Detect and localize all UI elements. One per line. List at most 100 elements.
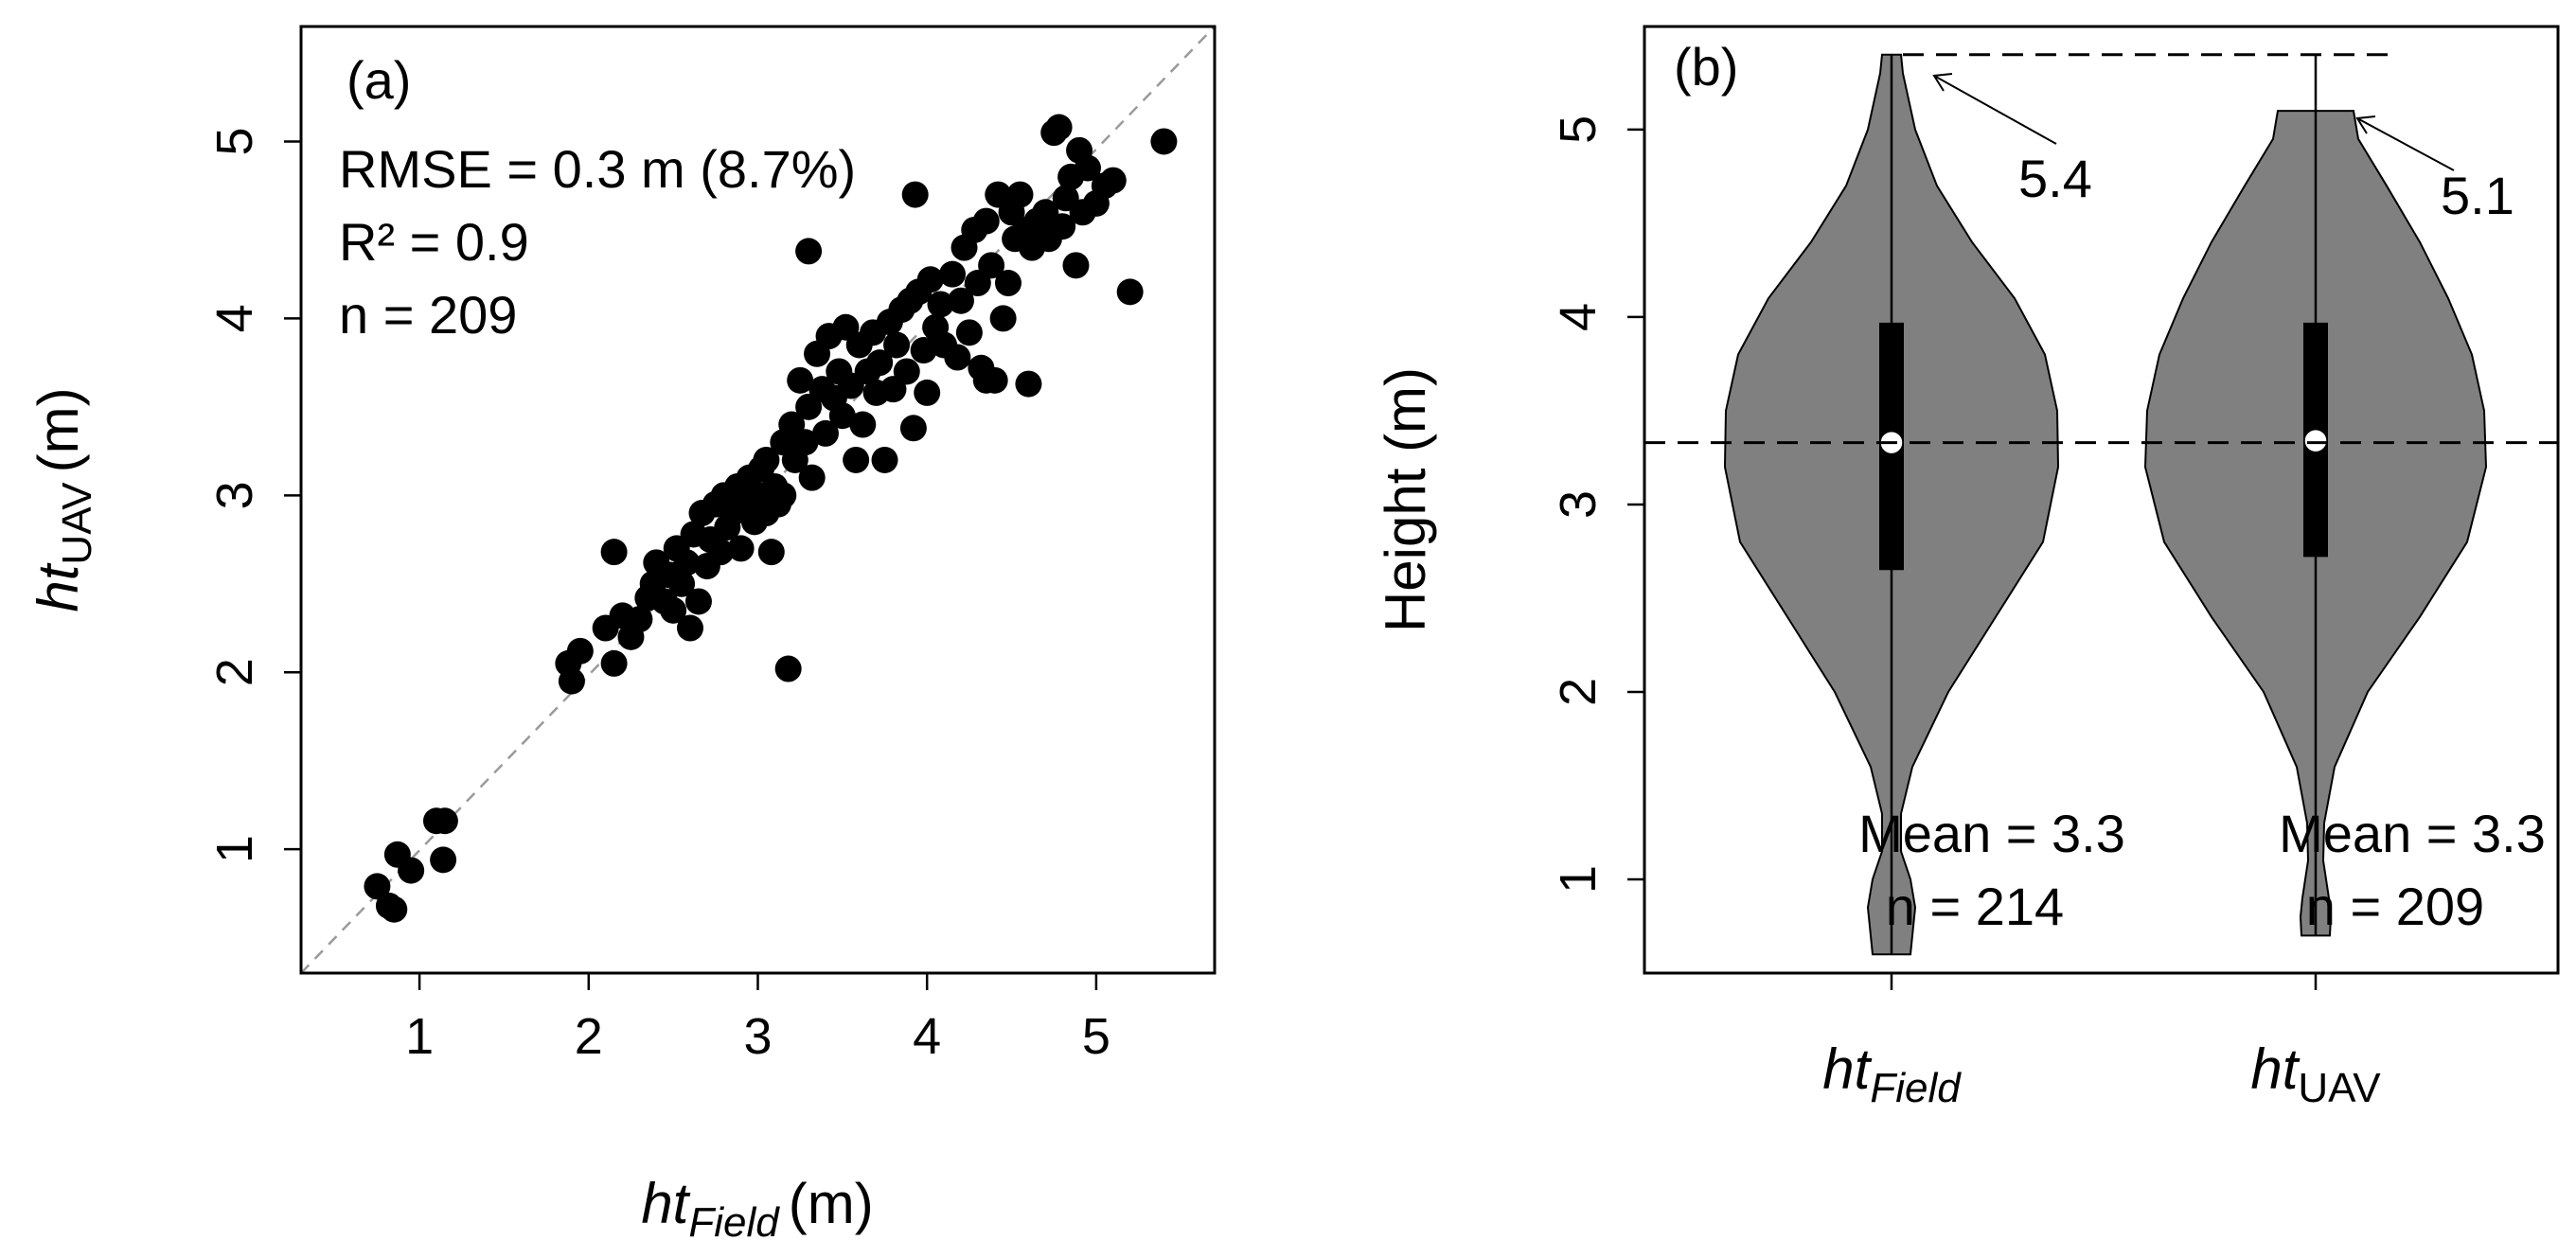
arrowhead-max-uav	[2355, 115, 2376, 134]
y-label-main: ht	[27, 562, 90, 611]
y-ticks-b: 1 2 3 4 5	[1550, 115, 1644, 894]
cat-field-sub: Field	[1870, 1065, 1962, 1111]
scatter-point	[939, 260, 967, 288]
scatter-point	[1099, 167, 1127, 194]
scatter-point	[866, 349, 894, 377]
violins	[1723, 53, 2488, 956]
x-label-main: ht	[641, 1172, 690, 1235]
scatter-point	[978, 252, 1005, 279]
y-tick-label: 4	[206, 304, 263, 332]
scatter-point	[757, 539, 785, 566]
y-tick-label: 1	[206, 835, 263, 863]
scatter-point	[927, 291, 954, 318]
mean-label-uav: Mean = 3.3	[2279, 804, 2546, 863]
annotation-r2: R² = 0.9	[339, 212, 529, 272]
scatter-point	[673, 549, 701, 576]
scatter-point	[795, 238, 823, 265]
n-label-field: n = 214	[1886, 877, 2064, 936]
y-tick-label-b: 5	[1550, 115, 1607, 144]
x-ticks-b	[1890, 973, 2318, 990]
scatter-point	[753, 446, 780, 473]
scatter-point	[947, 287, 974, 314]
x-ticks: 1 2 3 4 5	[405, 973, 1110, 1065]
x-tick-label: 4	[913, 1008, 941, 1065]
scatter-point	[955, 319, 983, 346]
scatter-panel: 1 2 3 4 5 1 2 3 4 5 (a) RMSE = 0.3 m (8.7%) R² =…	[27, 25, 1217, 1246]
scatter-point	[843, 446, 870, 473]
scatter-point	[883, 331, 911, 359]
scatter-point	[1074, 154, 1101, 182]
category-label-field: htField	[1822, 1037, 1962, 1111]
scatter-point	[1049, 213, 1076, 240]
x-tick-label: 3	[743, 1008, 772, 1065]
scatter-point	[910, 337, 937, 364]
scatter-point	[707, 539, 735, 566]
scatter-point	[431, 807, 458, 835]
y-tick-label: 2	[206, 658, 263, 686]
panel-label-a: (a)	[346, 50, 411, 110]
scatter-point	[600, 539, 628, 566]
y-label-unit: (m)	[27, 387, 90, 472]
scatter-point	[798, 464, 826, 491]
scatter-point	[558, 667, 585, 695]
scatter-point	[677, 614, 704, 642]
arrowhead-max-field	[1932, 73, 1953, 92]
y-tick-label-b: 4	[1550, 303, 1607, 331]
y-ticks: 1 2 3 4 5	[206, 127, 301, 863]
y-tick-label-b: 2	[1550, 678, 1607, 706]
scatter-point	[944, 344, 971, 371]
scatter-point	[660, 596, 687, 624]
scatter-point	[364, 873, 391, 900]
mean-label-field: Mean = 3.3	[1858, 804, 2125, 863]
scatter-point	[770, 482, 797, 509]
scatter-point	[381, 895, 408, 923]
scatter-point	[600, 649, 628, 677]
scatter-point	[811, 419, 839, 447]
cat-uav-sub: UAV	[2298, 1065, 2381, 1111]
cat-field-main: ht	[1822, 1037, 1872, 1101]
category-label-uav: htUAV	[2250, 1037, 2381, 1111]
scatter-point	[1015, 370, 1042, 398]
scatter-point	[787, 366, 814, 394]
y-tick-label: 3	[206, 481, 263, 509]
scatter-point	[914, 379, 941, 406]
scatter-point	[1062, 252, 1090, 279]
panel-label-b: (b)	[1674, 37, 1738, 97]
scatter-point	[1045, 114, 1073, 141]
scatter-point	[916, 266, 944, 293]
scatter-point	[566, 637, 594, 664]
max-label-uav: 5.1	[2441, 166, 2514, 225]
y-tick-label-b: 3	[1550, 490, 1607, 519]
scatter-point	[972, 207, 1000, 235]
scatter-point	[981, 366, 1008, 394]
scatter-point	[774, 655, 802, 682]
cat-uav-main: ht	[2250, 1037, 2300, 1101]
scatter-point	[994, 270, 1022, 297]
x-tick-label: 1	[405, 1008, 434, 1065]
x-tick-label: 2	[575, 1008, 603, 1065]
y-axis-label: htUAV (m)	[27, 387, 100, 611]
arrow-max-uav	[2356, 117, 2455, 171]
scatter-point	[626, 606, 653, 633]
scatter-point	[1116, 278, 1144, 306]
x-tick-label: 5	[1082, 1008, 1110, 1065]
x-axis-label: htField (m)	[641, 1172, 873, 1246]
scatter-point	[893, 358, 920, 385]
scatter-point	[899, 415, 927, 442]
y-tick-label: 5	[206, 127, 263, 155]
y-axis-label-b: Height (m)	[1374, 367, 1437, 632]
annotation-rmse: RMSE = 0.3 m (8.7%)	[339, 139, 856, 199]
scatter-point	[791, 429, 819, 456]
scatter-point	[430, 846, 457, 874]
scatter-point	[849, 411, 877, 438]
scatter-point	[828, 402, 856, 430]
scatter-point	[871, 446, 898, 473]
y-tick-label-b: 1	[1550, 865, 1607, 894]
max-label-field: 5.4	[2018, 149, 2092, 208]
scatter-point	[398, 857, 425, 884]
scatter-point	[1150, 128, 1178, 155]
scatter-point	[727, 535, 755, 562]
violin-median	[2303, 428, 2328, 453]
